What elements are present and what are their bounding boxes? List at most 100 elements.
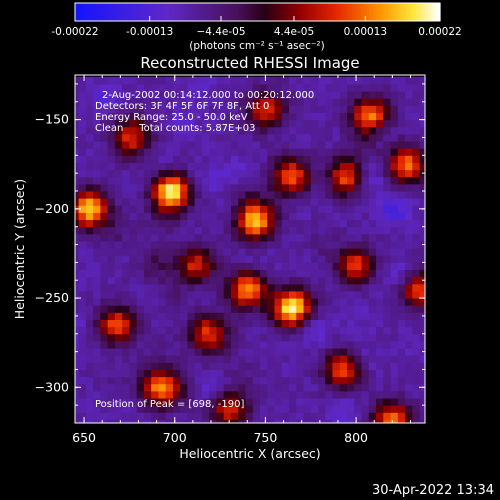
heatmap-cell [339, 298, 348, 306]
heatmap-cell [405, 119, 413, 128]
heatmap-cell [267, 126, 275, 135]
heatmap-cell [361, 155, 370, 163]
heatmap-cell [201, 412, 210, 420]
heatmap-cell [216, 248, 225, 256]
heatmap-cell [201, 91, 210, 99]
heatmap-cell [129, 98, 138, 106]
heatmap-cell [354, 390, 363, 399]
heatmap-cell [100, 83, 109, 92]
heatmap-cell [165, 412, 174, 420]
y-tick-label: −300 [35, 379, 69, 394]
heatmap-cell [165, 398, 174, 406]
heatmap-cell [93, 390, 101, 399]
heatmap-cell [397, 91, 406, 99]
heatmap-cell [383, 362, 392, 370]
heatmap-cell [274, 91, 283, 99]
heatmap-cell [405, 155, 413, 163]
heatmap-cell [100, 412, 109, 420]
colorbar-cell [345, 3, 350, 21]
heatmap-cell [100, 398, 109, 406]
heatmap-cell [85, 390, 94, 399]
heatmap-cell [303, 169, 312, 178]
heatmap-cell [93, 183, 101, 192]
heatmap-cell [288, 412, 297, 420]
heatmap-cell [390, 305, 399, 313]
heatmap-cell [259, 405, 268, 413]
heatmap-cell [347, 383, 355, 392]
heatmap-cell [397, 390, 406, 399]
heatmap-cell [245, 340, 254, 349]
heatmap-cell [405, 269, 413, 278]
heatmap-cell [158, 269, 167, 278]
heatmap-cell [107, 390, 116, 399]
heatmap-cell [267, 262, 275, 271]
heatmap-cell [129, 233, 138, 242]
heatmap-cell [419, 333, 425, 342]
heatmap-cell [252, 333, 261, 342]
heatmap-cell [238, 148, 246, 156]
heatmap-cell [223, 162, 232, 171]
heatmap-cell [361, 105, 370, 113]
heatmap-cell [303, 376, 312, 385]
colorbar-cell [126, 3, 131, 21]
heatmap-cell [281, 369, 290, 378]
heatmap-cell [376, 126, 384, 135]
heatmap-cell [281, 255, 290, 263]
colorbar-cell [430, 3, 435, 21]
heatmap-cell [281, 155, 290, 163]
heatmap-cell [129, 198, 138, 206]
heatmap-cell [75, 141, 80, 149]
heatmap-cell [405, 305, 413, 313]
heatmap-cell [194, 126, 203, 135]
heatmap-cell [296, 155, 304, 163]
colorbar-tick-label: −4.4e-05 [196, 26, 245, 38]
heatmap-cell [252, 183, 261, 192]
footer-timestamp: 30-Apr-2022 13:34 [372, 483, 494, 498]
heatmap-cell [114, 290, 123, 299]
heatmap-cell [383, 198, 392, 206]
heatmap-cell [201, 319, 210, 328]
heatmap-cell [172, 269, 181, 278]
heatmap-cell [143, 312, 152, 320]
heatmap-cell [397, 169, 406, 178]
heatmap-cell [78, 205, 87, 213]
heatmap-cell [129, 312, 138, 320]
heatmap-cell [325, 219, 334, 228]
colorbar-cell [281, 3, 286, 21]
heatmap-cell [376, 212, 384, 221]
heatmap-cell [310, 112, 319, 121]
heatmap-cell [405, 412, 413, 420]
heatmap-cell [376, 112, 384, 121]
heatmap-cell [288, 262, 297, 271]
heatmap-cell [93, 76, 101, 85]
colorbar-cell [87, 3, 91, 21]
heatmap-cell [376, 398, 384, 406]
heatmap-cell [93, 169, 101, 178]
heatmap-cell [143, 276, 152, 285]
heatmap-cell [180, 262, 188, 271]
heatmap-cell [223, 126, 232, 135]
heatmap-cell [100, 248, 109, 256]
heatmap-cell [419, 412, 425, 420]
heatmap-cell [165, 105, 174, 113]
colorbar-tick-label: -0.00022 [51, 26, 98, 38]
heatmap-cell [114, 183, 123, 192]
heatmap-cell [209, 333, 217, 342]
heatmap-cell [390, 269, 399, 278]
heatmap-cell [143, 226, 152, 235]
heatmap-cell [122, 333, 130, 342]
heatmap-cell [390, 419, 399, 423]
heatmap-cell [361, 298, 370, 306]
heatmap-cell [390, 133, 399, 142]
heatmap-cell [368, 212, 377, 221]
heatmap-cell [85, 405, 94, 413]
colorbar-cell [427, 3, 432, 21]
heatmap-cell [259, 169, 268, 178]
heatmap-cell [368, 119, 377, 128]
heatmap-cell [281, 398, 290, 406]
heatmap-cell [412, 112, 421, 121]
heatmap-cell [122, 376, 130, 385]
heatmap-cell [216, 269, 225, 278]
heatmap-cell [78, 348, 87, 356]
heatmap-cell [310, 398, 319, 406]
